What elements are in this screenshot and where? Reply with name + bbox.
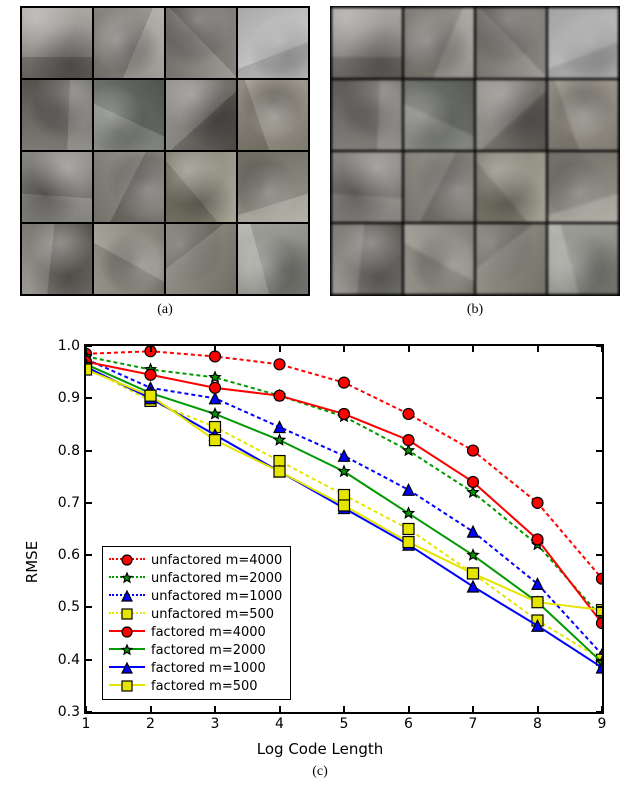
- legend-item: factored m=4000: [109, 623, 282, 641]
- top-image-row: (a) (b): [0, 0, 640, 324]
- grid-cell: [238, 152, 308, 222]
- legend-item: unfactored m=4000: [109, 551, 282, 569]
- grid-cell: [22, 152, 92, 222]
- ytick-label: 0.6: [58, 547, 80, 563]
- grid-cell: [332, 224, 402, 294]
- xtick-label: 3: [211, 716, 220, 732]
- xtick-label: 6: [404, 716, 413, 732]
- grid-cell: [94, 80, 164, 150]
- grid-cell: [548, 152, 618, 222]
- ytick-label: 0.7: [58, 495, 80, 511]
- grid-cell: [404, 80, 474, 150]
- legend-item: unfactored m=500: [109, 605, 282, 623]
- legend-label: factored m=4000: [151, 625, 266, 640]
- legend-label: factored m=500: [151, 679, 258, 694]
- legend-label: unfactored m=500: [151, 607, 274, 622]
- grid-cell: [404, 224, 474, 294]
- grid-cell: [548, 8, 618, 78]
- grid-cell: [476, 80, 546, 150]
- caption-a: (a): [20, 302, 310, 318]
- xtick-label: 2: [146, 716, 155, 732]
- grid-cell: [238, 8, 308, 78]
- grid-cell: [166, 80, 236, 150]
- grid-cell: [238, 224, 308, 294]
- grid-cell: [166, 8, 236, 78]
- grid-cell: [548, 80, 618, 150]
- xtick-label: 8: [533, 716, 542, 732]
- legend-item: unfactored m=1000: [109, 587, 282, 605]
- ytick-label: 0.8: [58, 443, 80, 459]
- grid-cell: [238, 80, 308, 150]
- grid-cell: [166, 224, 236, 294]
- xtick-label: 5: [340, 716, 349, 732]
- xtick-label: 4: [275, 716, 284, 732]
- grid-cell: [476, 224, 546, 294]
- xtick-label: 9: [598, 716, 607, 732]
- legend-label: unfactored m=2000: [151, 571, 282, 586]
- y-axis-label: RMSE: [23, 541, 41, 583]
- x-axis-label: Log Code Length: [20, 740, 620, 758]
- ytick-label: 0.5: [58, 599, 80, 615]
- legend-item: factored m=500: [109, 677, 282, 695]
- legend-label: unfactored m=4000: [151, 553, 282, 568]
- ytick-label: 0.4: [58, 652, 80, 668]
- grid-cell: [94, 224, 164, 294]
- xtick-label: 7: [469, 716, 478, 732]
- legend-label: factored m=2000: [151, 643, 266, 658]
- chart-plot-area: unfactored m=4000 unfactored m=2000 unfact…: [84, 344, 604, 714]
- grid-cell: [476, 8, 546, 78]
- subfigure-c: RMSE unfactored m=4000unfactored m=2000u…: [20, 344, 620, 780]
- ytick-label: 1.0: [58, 338, 80, 354]
- ytick-label: 0.9: [58, 390, 80, 406]
- image-grid-a: [20, 6, 310, 296]
- legend-item: unfactored m=2000: [109, 569, 282, 587]
- grid-cell: [22, 224, 92, 294]
- caption-b: (b): [330, 302, 620, 318]
- grid-cell: [404, 8, 474, 78]
- grid-cell: [332, 8, 402, 78]
- subfigure-b: (b): [330, 6, 620, 324]
- grid-cell: [166, 152, 236, 222]
- grid-cell: [94, 8, 164, 78]
- grid-cell: [332, 152, 402, 222]
- grid-cell: [548, 224, 618, 294]
- image-grid-b: [330, 6, 620, 296]
- grid-cell: [94, 152, 164, 222]
- legend-label: unfactored m=1000: [151, 589, 282, 604]
- subfigure-a: (a): [20, 6, 310, 324]
- caption-c: (c): [20, 764, 620, 780]
- grid-cell: [332, 80, 402, 150]
- legend-label: factored m=1000: [151, 661, 266, 676]
- grid-cell: [22, 80, 92, 150]
- figure-container: (a) (b) RMSE unfactored m=4000unfactored…: [0, 0, 640, 780]
- ytick-label: 0.3: [58, 704, 80, 720]
- legend-box: unfactored m=4000 unfactored m=2000 unfact…: [102, 546, 291, 700]
- grid-cell: [476, 152, 546, 222]
- grid-cell: [404, 152, 474, 222]
- grid-cell: [22, 8, 92, 78]
- legend-item: factored m=2000: [109, 641, 282, 659]
- xtick-label: 1: [82, 716, 91, 732]
- legend-item: factored m=1000: [109, 659, 282, 677]
